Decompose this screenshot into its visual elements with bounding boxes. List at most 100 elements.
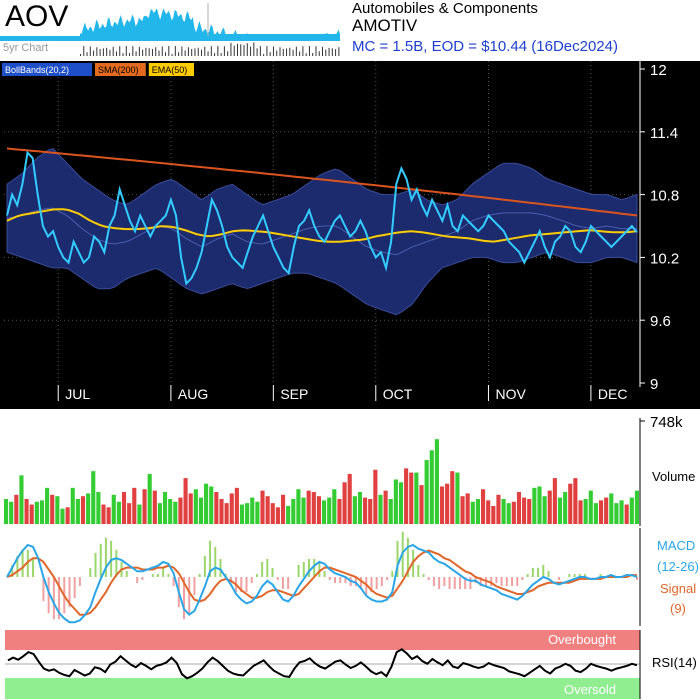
mini-volume-bar [86, 52, 88, 56]
mini-volume-bar [135, 51, 137, 56]
y-tick-label: 9 [650, 376, 658, 393]
volume-bar [106, 507, 111, 524]
volume-bar [91, 471, 96, 524]
volume-bar [163, 492, 168, 524]
signal-params-label: (9) [670, 601, 686, 616]
volume-bar [609, 493, 614, 524]
volume-bar [234, 487, 239, 524]
volume-bar [624, 504, 629, 524]
volume-bar [188, 493, 193, 524]
volume-bar [322, 500, 327, 524]
y-tick-label: 11.4 [650, 125, 678, 142]
volume-bar [127, 503, 132, 524]
mini-volume-bar [178, 52, 180, 56]
volume-bar [352, 496, 357, 524]
volume-bar [634, 490, 639, 524]
volume-bar [4, 498, 9, 524]
x-tick-label: AUG [178, 386, 208, 402]
mini-volume-bar [201, 49, 203, 56]
mini-volume-bar [109, 49, 111, 56]
volume-bar [316, 496, 321, 524]
mini-volume-bar [328, 47, 330, 56]
bollinger-band [6, 148, 638, 316]
volume-bar [516, 492, 522, 524]
volume-bar [50, 494, 55, 524]
signal-line [6, 549, 637, 616]
mini-volume-bar [184, 50, 186, 56]
volume-max-label: 748k [650, 414, 683, 431]
volume-bar [9, 501, 14, 524]
volume-bar [147, 473, 152, 524]
volume-bar [496, 494, 501, 524]
mini-volume-bar [286, 48, 288, 56]
mini-volume-bar [250, 46, 252, 56]
mini-volume-bar [305, 53, 307, 56]
volume-bar [455, 472, 460, 524]
volume-bar [204, 483, 209, 524]
mini-volume-bar [142, 49, 144, 56]
volume-bar [75, 498, 80, 524]
volume-bar [598, 500, 604, 524]
mini-volume-bar [197, 47, 199, 56]
volume-bar [301, 497, 306, 524]
volume-bar [393, 479, 398, 524]
mini-volume-bar [165, 52, 167, 56]
mini-volume-bar [102, 48, 104, 56]
volume-bar [70, 487, 75, 524]
volume-bar [337, 498, 342, 524]
x-tick-label: JUL [65, 386, 90, 402]
volume-bar [491, 505, 496, 524]
volume-bar [568, 483, 573, 524]
volume-bar [342, 482, 347, 524]
volume-bar [527, 498, 532, 524]
mini-volume-bar [289, 47, 291, 56]
mini-volume-bar [83, 46, 85, 56]
volume-bar [542, 496, 547, 524]
mini-volume-bar [312, 52, 314, 56]
volume-bar [291, 498, 296, 524]
x-tick-label: OCT [383, 386, 413, 402]
volume-bar [470, 501, 475, 524]
signal-label: Signal [660, 581, 696, 596]
volume-bar [383, 490, 388, 524]
mini-volume-bar [279, 47, 281, 56]
sma200-line [6, 147, 638, 217]
mini-volume-bar [214, 53, 216, 56]
mini-volume-bar [256, 48, 258, 56]
mini-volume-bar [119, 46, 121, 56]
rsi-label: RSI(14) [652, 655, 697, 670]
mini-volume-bar [210, 46, 212, 56]
volume-bar [619, 500, 624, 524]
volume-bar [439, 486, 445, 524]
macd-label: MACD [657, 538, 695, 553]
volume-bar [506, 503, 511, 524]
volume-bar [260, 490, 265, 524]
mini-volume-bar [151, 49, 153, 56]
volume-bar [121, 492, 127, 524]
volume-bar [306, 490, 311, 524]
mini-volume-bar [129, 53, 131, 56]
volume-bar [157, 503, 162, 524]
volume-bar [296, 489, 301, 524]
volume-bar [347, 473, 352, 524]
mini-volume-bar [335, 49, 337, 56]
mini-volume-bar [112, 46, 114, 56]
mini-volume-bar [89, 46, 91, 56]
volume-bar [373, 469, 378, 524]
mini-volume-bar [223, 46, 225, 56]
volume-bar [332, 489, 337, 524]
volume-bar [450, 471, 455, 524]
mini-volume-bar [236, 43, 238, 56]
volume-bar [460, 496, 465, 524]
volume-bar [29, 504, 34, 524]
mini-volume-bar [253, 42, 255, 56]
volume-bar [614, 503, 619, 524]
mini-volume-bar [174, 46, 176, 56]
legend-label: SMA(200) [98, 65, 139, 75]
legend-swatch [2, 63, 92, 76]
price-line [6, 150, 638, 286]
macd-params-label: (12-26) [657, 559, 699, 574]
volume-bar [60, 508, 65, 524]
mini-volume-bar [106, 47, 108, 56]
